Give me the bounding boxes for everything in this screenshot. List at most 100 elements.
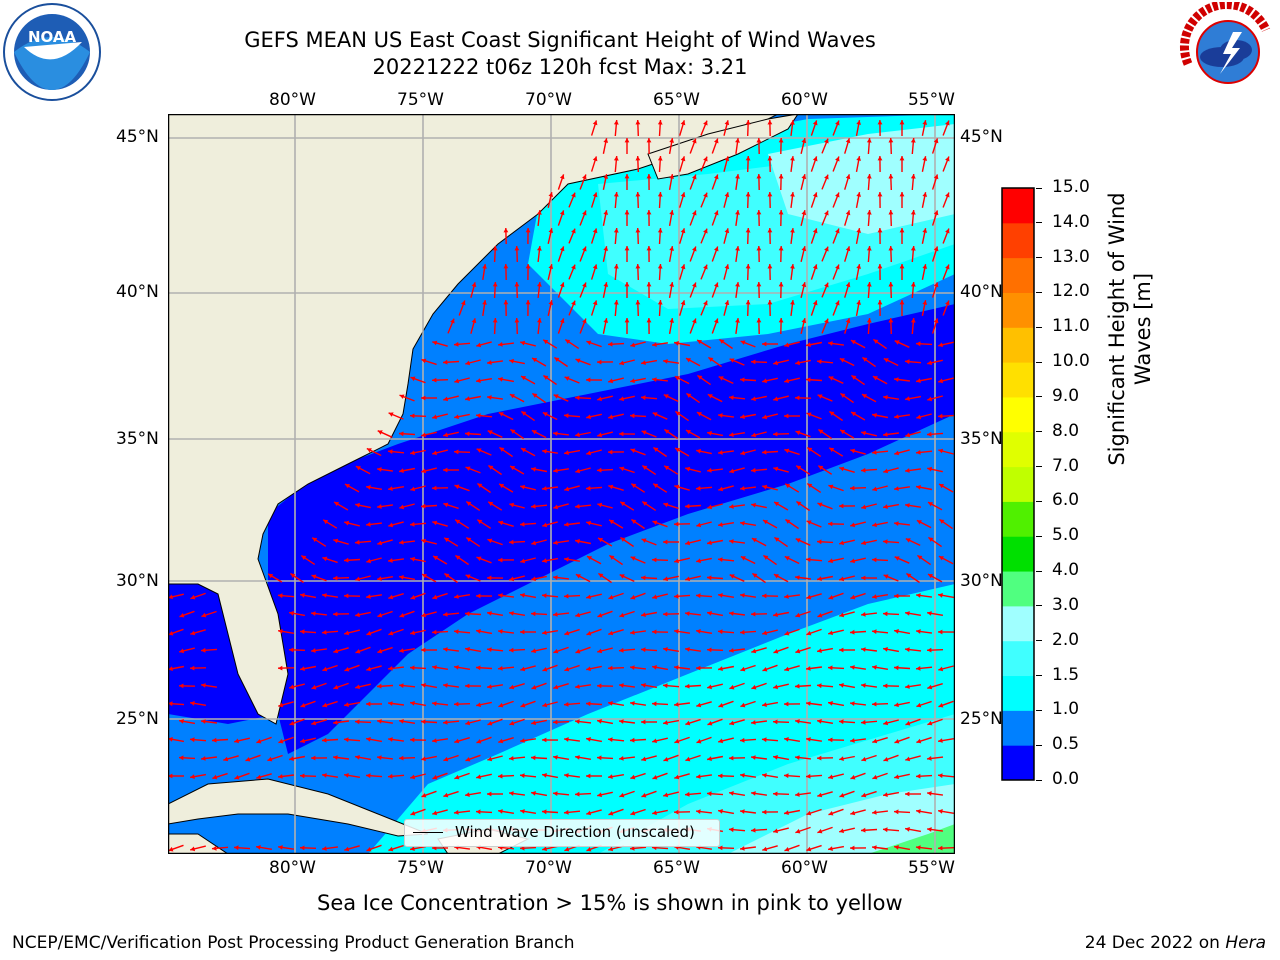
wind-wave-arrowhead xyxy=(703,192,708,198)
wind-wave-arrowhead xyxy=(790,156,795,161)
wind-wave-arrowhead xyxy=(773,719,778,725)
wind-wave-arrowhead xyxy=(674,558,679,564)
wind-wave-arrowhead xyxy=(818,429,824,434)
wind-wave-arrowhead xyxy=(806,520,812,525)
wind-wave-arrowhead xyxy=(613,120,619,125)
wind-wave-arrowhead xyxy=(465,611,470,617)
wind-wave-arrowhead xyxy=(724,120,730,126)
wind-wave-arrowhead xyxy=(906,573,912,578)
wind-wave-arrowhead xyxy=(179,648,185,654)
wind-wave-arrowhead xyxy=(168,773,173,779)
wind-wave-arrowhead xyxy=(652,738,657,744)
wind-wave-arrowhead xyxy=(861,756,867,762)
wind-wave-arrowhead xyxy=(509,576,515,582)
colorbar-tick-mark xyxy=(1036,744,1042,746)
wind-wave-arrowhead xyxy=(641,538,647,543)
wind-wave-arrowhead xyxy=(454,378,460,384)
wind-wave-arrowhead xyxy=(718,450,723,455)
wind-wave-arrowhead xyxy=(641,395,646,401)
wind-wave-arrowhead xyxy=(767,228,773,233)
lon-label-bottom-70: 70°W xyxy=(525,858,572,878)
wind-wave-arrowhead xyxy=(845,282,851,288)
lon-label-top-75: 75°W xyxy=(397,90,444,110)
wind-wave-arrowhead xyxy=(740,846,745,851)
wind-wave-arrowhead xyxy=(817,828,823,834)
wind-wave-arrowhead xyxy=(582,210,587,216)
wind-wave-arrowhead xyxy=(829,447,835,453)
wind-wave-arrowhead xyxy=(696,629,701,634)
wind-wave-arrowhead xyxy=(575,504,580,509)
wind-wave-arrowhead xyxy=(751,755,756,760)
wind-wave-arrowhead xyxy=(564,846,570,852)
wind-wave-arrowhead xyxy=(850,810,856,816)
wind-wave-arrowhead xyxy=(609,555,615,560)
wind-wave-arrowhead xyxy=(894,521,899,526)
wind-wave-arrowhead xyxy=(812,264,818,270)
wind-wave-arrowhead xyxy=(663,394,669,399)
wind-wave-arrowhead xyxy=(597,396,602,402)
nova-scotia-land xyxy=(647,114,799,180)
wind-wave-arrowhead xyxy=(850,845,855,851)
wind-wave-arrowhead xyxy=(773,574,779,579)
wind-wave-arrowhead xyxy=(476,774,481,780)
wind-wave-arrowhead xyxy=(714,246,719,252)
lat-label-left-35: 35°N xyxy=(116,429,159,449)
wind-wave-arrowhead xyxy=(619,647,624,653)
wind-wave-arrowhead xyxy=(773,612,778,617)
wind-wave-arrowhead xyxy=(927,827,932,832)
wind-wave-arrowhead xyxy=(366,847,372,852)
wind-wave-arrowhead xyxy=(692,246,697,252)
wind-wave-arrowhead xyxy=(862,357,868,362)
wind-wave-arrowhead xyxy=(674,665,679,670)
wind-wave-arrowhead xyxy=(866,246,872,251)
colorbar-band xyxy=(1002,640,1034,677)
wind-wave-arrowhead xyxy=(945,264,950,270)
wind-wave-arrowhead xyxy=(905,791,910,797)
wind-wave-arrowhead xyxy=(509,611,514,616)
wind-wave-arrowhead xyxy=(801,138,807,144)
wind-wave-arrowhead xyxy=(685,466,691,472)
wind-wave-arrowhead xyxy=(856,156,861,161)
wind-wave-arrowhead xyxy=(652,412,658,417)
wind-wave-arrowhead xyxy=(845,138,851,144)
wind-wave-arrowhead xyxy=(168,846,174,852)
wind-wave-arrowhead xyxy=(883,827,888,833)
wind-wave-arrowhead xyxy=(564,557,569,562)
wind-wave-arrowhead xyxy=(790,120,795,125)
wind-wave-arrowhead xyxy=(443,432,448,438)
wind-wave-arrowhead xyxy=(410,846,415,851)
wind-wave-arrowhead xyxy=(703,300,708,306)
colorbar-band xyxy=(1002,327,1034,363)
wind-wave-arrowhead xyxy=(674,702,679,707)
wind-wave-arrowhead xyxy=(190,737,195,743)
wind-wave-arrowhead xyxy=(323,519,329,525)
wind-wave-arrowhead xyxy=(762,593,767,599)
wind-wave-arrowhead xyxy=(663,502,669,508)
wind-wave-arrowhead xyxy=(840,429,846,435)
wind-wave-arrowhead xyxy=(751,611,756,617)
wind-wave-arrowhead xyxy=(817,502,823,507)
wind-wave-arrowhead xyxy=(531,504,536,509)
wind-wave-arrowhead xyxy=(767,192,773,197)
wind-wave-arrowhead xyxy=(724,192,730,198)
wind-wave-arrowhead xyxy=(916,845,921,850)
wind-wave-arrowhead xyxy=(597,467,602,473)
wind-wave-arrowhead xyxy=(773,360,778,366)
wind-wave-arrowhead xyxy=(432,665,437,670)
wind-wave-arrowhead xyxy=(795,648,801,654)
lat-label-right-45: 45°N xyxy=(960,127,1003,147)
wind-wave-arrowhead xyxy=(790,300,795,305)
wind-wave-arrowhead xyxy=(476,629,481,634)
wind-wave-arrowhead xyxy=(520,521,525,527)
wind-wave-arrowhead xyxy=(861,467,866,473)
wind-wave-arrowhead xyxy=(476,413,481,418)
wind-wave-arrowhead xyxy=(938,342,943,348)
wind-wave-arrowhead xyxy=(531,648,536,654)
wind-wave-arrowhead xyxy=(537,246,542,251)
wind-wave-arrowhead xyxy=(888,174,894,179)
wind-wave-arrowhead xyxy=(537,210,542,215)
lat-label-left-40: 40°N xyxy=(116,282,159,302)
wind-wave-arrowhead xyxy=(619,466,625,472)
wind-wave-arrowhead xyxy=(366,448,372,453)
wind-wave-arrowhead xyxy=(718,413,723,418)
